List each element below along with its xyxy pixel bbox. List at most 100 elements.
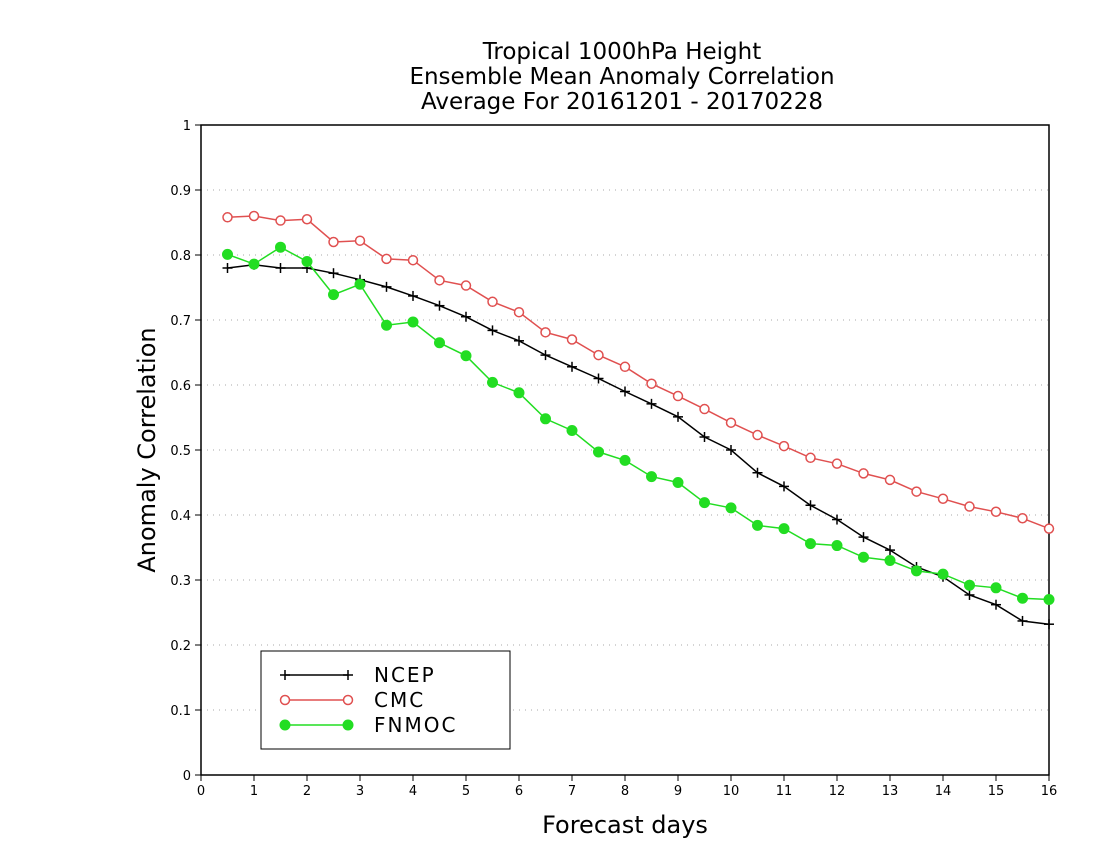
y-tick-label: 0.1 bbox=[170, 704, 191, 719]
legend-marker bbox=[280, 670, 290, 680]
data-point-cmc bbox=[725, 417, 737, 428]
data-point-fnmoc bbox=[805, 538, 816, 550]
data-point-ncep bbox=[699, 432, 710, 442]
x-tick-label: 2 bbox=[303, 784, 311, 799]
data-point-fnmoc bbox=[778, 523, 790, 535]
data-point-cmc bbox=[248, 210, 260, 222]
data-point-cmc bbox=[646, 378, 657, 389]
y-tick-label: 0.4 bbox=[170, 509, 191, 524]
data-point-cmc bbox=[964, 501, 975, 512]
series-fnmoc bbox=[222, 241, 1055, 605]
legend-label-cmc: CMC bbox=[374, 688, 425, 712]
data-point-ncep bbox=[328, 268, 339, 279]
data-point-fnmoc bbox=[646, 471, 657, 483]
data-point-fnmoc bbox=[1017, 592, 1028, 604]
legend-marker bbox=[279, 719, 291, 731]
data-point-fnmoc bbox=[566, 425, 578, 436]
x-tick-label: 1 bbox=[250, 784, 258, 799]
data-point-fnmoc bbox=[275, 241, 286, 253]
legend-marker bbox=[342, 719, 354, 731]
data-point-fnmoc bbox=[725, 502, 737, 514]
data-point-ncep bbox=[885, 545, 895, 556]
x-tick-label: 5 bbox=[462, 784, 470, 799]
data-point-fnmoc bbox=[619, 454, 631, 466]
data-point-fnmoc bbox=[407, 316, 419, 328]
data-point-ncep bbox=[222, 263, 233, 273]
axis-ticks: 00.10.20.30.40.50.60.70.80.910 1 2 3 4 5 6 7 8 9 1… bbox=[170, 119, 1057, 799]
data-point-ncep bbox=[381, 281, 392, 292]
series-line-fnmoc bbox=[227, 246, 1050, 601]
data-point-fnmoc bbox=[593, 446, 604, 458]
data-point-fnmoc bbox=[672, 477, 684, 488]
data-point-ncep bbox=[620, 386, 630, 397]
x-tick-label: 8 bbox=[621, 784, 629, 799]
y-tick-label: 0.9 bbox=[170, 184, 191, 199]
data-point-fnmoc bbox=[487, 376, 498, 388]
data-point-fnmoc bbox=[222, 248, 233, 260]
data-point-cmc bbox=[1043, 523, 1055, 534]
data-point-cmc bbox=[752, 429, 763, 441]
y-tick-label: 0.5 bbox=[170, 444, 191, 459]
legend-label-fnmoc: FNMOC bbox=[374, 713, 457, 737]
data-point-ncep bbox=[408, 290, 418, 301]
legend-item-fnmoc: FNMOC bbox=[279, 713, 457, 737]
y-tick-label: 1 bbox=[183, 119, 191, 134]
data-point-fnmoc bbox=[884, 555, 896, 566]
data-point-cmc bbox=[328, 236, 339, 248]
x-tick-label: 10 bbox=[723, 784, 740, 799]
x-tick-label: 14 bbox=[935, 784, 952, 799]
data-point-ncep bbox=[461, 311, 471, 322]
data-point-cmc bbox=[858, 468, 869, 479]
data-point-cmc bbox=[937, 493, 949, 504]
data-point-ncep bbox=[487, 325, 498, 336]
data-point-fnmoc bbox=[301, 256, 313, 267]
data-point-ncep bbox=[434, 300, 445, 311]
data-point-ncep bbox=[858, 532, 869, 543]
data-point-fnmoc bbox=[964, 579, 975, 591]
data-point-cmc bbox=[619, 361, 631, 373]
series-ncep bbox=[222, 259, 1054, 630]
x-tick-label: 16 bbox=[1041, 784, 1058, 799]
y-tick-label: 0.3 bbox=[170, 574, 191, 589]
x-tick-label: 13 bbox=[882, 784, 899, 799]
data-point-cmc bbox=[699, 403, 710, 415]
data-point-ncep bbox=[832, 514, 842, 525]
data-point-cmc bbox=[460, 280, 472, 291]
data-point-cmc bbox=[354, 235, 366, 246]
legend-item-ncep: NCEP bbox=[280, 663, 436, 687]
data-point-ncep bbox=[991, 599, 1001, 610]
series-layer bbox=[222, 210, 1055, 630]
data-point-cmc bbox=[884, 474, 896, 486]
chart-title-line-3: Average For 20161201 - 20170228 bbox=[421, 89, 823, 115]
data-point-fnmoc bbox=[540, 413, 551, 425]
data-point-cmc bbox=[566, 334, 578, 345]
data-point-cmc bbox=[911, 486, 922, 497]
x-tick-label: 4 bbox=[409, 784, 417, 799]
data-point-fnmoc bbox=[381, 319, 392, 331]
data-point-fnmoc bbox=[990, 582, 1002, 594]
data-point-fnmoc bbox=[831, 540, 843, 552]
data-point-cmc bbox=[672, 390, 684, 402]
x-tick-label: 9 bbox=[674, 784, 682, 799]
data-point-fnmoc bbox=[937, 568, 949, 580]
data-point-cmc bbox=[805, 452, 816, 464]
data-point-ncep bbox=[275, 263, 286, 273]
legend-label-ncep: NCEP bbox=[374, 663, 436, 687]
data-point-ncep bbox=[567, 361, 577, 372]
legend-item-cmc: CMC bbox=[279, 688, 425, 712]
y-axis-label: Anomaly Correlation bbox=[133, 327, 161, 572]
legend-marker bbox=[279, 694, 291, 706]
data-point-fnmoc bbox=[911, 565, 922, 577]
data-point-ncep bbox=[593, 373, 604, 384]
data-point-ncep bbox=[540, 350, 551, 361]
data-point-fnmoc bbox=[699, 497, 710, 509]
x-tick-label: 15 bbox=[988, 784, 1005, 799]
y-tick-label: 0.6 bbox=[170, 379, 191, 394]
x-tick-label: 3 bbox=[356, 784, 364, 799]
y-tick-label: 0.2 bbox=[170, 639, 191, 654]
y-tick-label: 0 bbox=[183, 769, 191, 784]
data-point-ncep bbox=[514, 335, 524, 346]
